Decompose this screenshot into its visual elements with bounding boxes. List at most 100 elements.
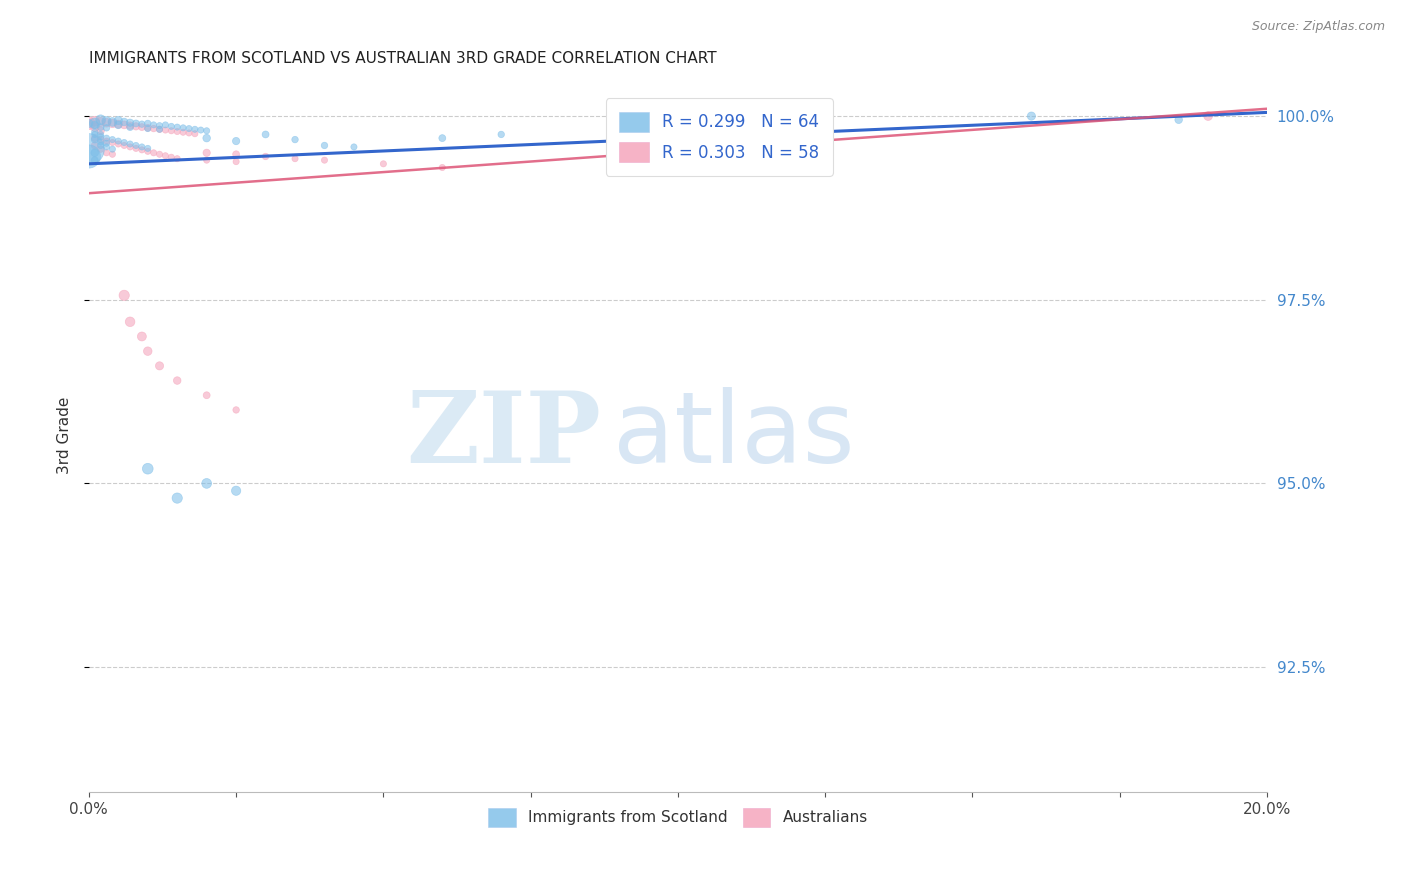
Point <box>166 491 188 505</box>
Point <box>101 147 124 161</box>
Point <box>101 116 124 130</box>
Point <box>172 120 194 135</box>
Point <box>1021 109 1043 123</box>
Point <box>107 118 129 132</box>
Point <box>225 147 247 161</box>
Point <box>131 120 153 134</box>
Point <box>195 124 218 138</box>
Point <box>90 120 112 134</box>
Point <box>1197 109 1219 123</box>
Point <box>314 138 336 153</box>
Point <box>136 461 159 475</box>
Point <box>184 122 207 136</box>
Point <box>373 157 395 171</box>
Point <box>225 154 247 169</box>
Point <box>131 329 153 343</box>
Text: ZIP: ZIP <box>406 387 602 484</box>
Point <box>112 115 135 129</box>
Point <box>166 120 188 134</box>
Point <box>83 116 105 130</box>
Point <box>225 134 247 148</box>
Point <box>136 120 159 135</box>
Point <box>131 140 153 154</box>
Point <box>90 112 112 127</box>
Point <box>125 120 148 134</box>
Point <box>195 388 218 402</box>
Point <box>225 483 247 498</box>
Point <box>177 121 200 136</box>
Point <box>90 142 112 156</box>
Point <box>96 114 118 128</box>
Point <box>155 149 177 163</box>
Point <box>107 134 129 148</box>
Point <box>148 359 170 373</box>
Point <box>90 124 112 138</box>
Point <box>77 142 100 156</box>
Point <box>254 128 277 142</box>
Point <box>136 121 159 136</box>
Point <box>314 153 336 168</box>
Text: atlas: atlas <box>613 387 855 484</box>
Point <box>83 120 105 134</box>
Point <box>83 153 105 168</box>
Point <box>101 142 124 156</box>
Point <box>142 121 165 136</box>
Point <box>195 476 218 491</box>
Point <box>83 132 105 146</box>
Point <box>155 123 177 137</box>
Point <box>172 125 194 139</box>
Point <box>90 129 112 144</box>
Point <box>166 374 188 388</box>
Y-axis label: 3rd Grade: 3rd Grade <box>58 397 72 475</box>
Point <box>77 149 100 163</box>
Point <box>90 128 112 142</box>
Point <box>155 118 177 132</box>
Point <box>343 140 366 154</box>
Point <box>136 141 159 155</box>
Point <box>125 141 148 155</box>
Point <box>83 125 105 139</box>
Point <box>96 131 118 145</box>
Point <box>177 126 200 140</box>
Legend: Immigrants from Scotland, Australians: Immigrants from Scotland, Australians <box>481 800 876 834</box>
Point <box>77 116 100 130</box>
Point <box>148 119 170 133</box>
Point <box>136 116 159 130</box>
Point <box>190 123 212 137</box>
Point <box>148 122 170 136</box>
Point <box>83 131 105 145</box>
Point <box>160 124 183 138</box>
Point <box>195 145 218 160</box>
Point <box>148 147 170 161</box>
Point <box>112 118 135 132</box>
Point <box>112 136 135 150</box>
Point <box>77 116 100 130</box>
Point <box>112 138 135 153</box>
Point <box>125 116 148 130</box>
Point <box>120 140 142 154</box>
Point <box>284 152 307 166</box>
Point <box>83 138 105 153</box>
Point <box>1167 112 1189 127</box>
Point <box>101 115 124 129</box>
Point <box>136 145 159 159</box>
Point <box>148 122 170 136</box>
Point <box>96 145 118 160</box>
Point <box>120 315 142 329</box>
Point <box>131 117 153 131</box>
Point <box>136 344 159 359</box>
Point <box>96 136 118 151</box>
Point <box>96 120 118 135</box>
Point <box>120 136 142 151</box>
Point <box>101 132 124 146</box>
Point <box>160 120 183 134</box>
Point <box>112 288 135 302</box>
Point <box>160 150 183 164</box>
Point <box>90 132 112 146</box>
Point <box>90 135 112 149</box>
Point <box>90 115 112 129</box>
Point <box>96 116 118 130</box>
Point <box>83 114 105 128</box>
Point <box>254 149 277 163</box>
Point <box>195 131 218 145</box>
